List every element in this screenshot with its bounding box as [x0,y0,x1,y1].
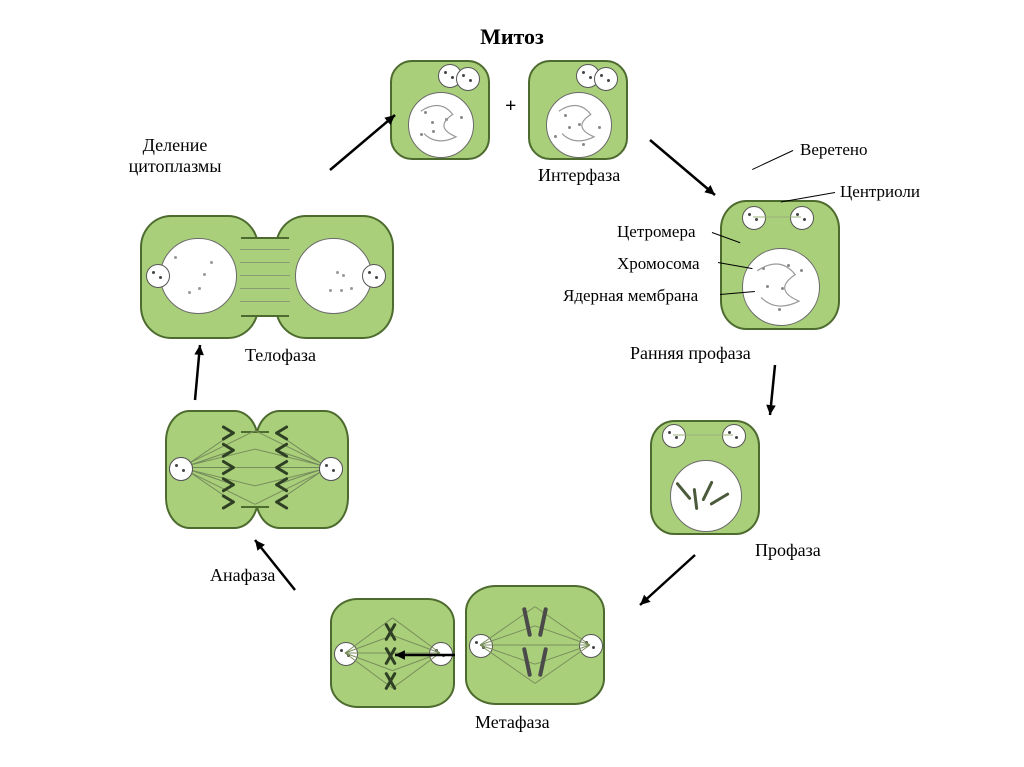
phase-label-anaphase: Анафаза [210,565,275,586]
flow-arrow [183,333,212,412]
diagram-title: Митоз [0,24,1024,50]
annotation-nuclear_membrane: Ядерная мембрана [563,286,698,306]
annotation-chromosome: Хромосома [617,254,700,274]
phase-label-prophase: Профаза [755,540,821,561]
annotation-spindle: Веретено [800,140,868,160]
mitosis-diagram: { "title": {"text":"Митоз","fontsize":22… [0,0,1024,767]
flow-arrow [638,128,727,207]
phase-label-telophase: Телофаза [245,345,316,366]
flow-arrow [383,643,467,667]
annotation-centromere: Цетромера [617,222,695,242]
flow-arrow [628,543,707,617]
cell-metaphase [465,585,605,705]
cell-prophase [650,420,760,535]
phase-label-cytokinesis: Делениецитоплазмы [129,135,222,177]
leader-line [752,150,793,170]
phase-label-early_prophase: Ранняя профаза [630,343,751,364]
plus-sign: + [505,95,516,118]
flow-arrow [318,103,407,182]
cell-anaphase [165,410,345,525]
flow-arrow [758,353,787,427]
annotation-centrioles: Центриоли [840,182,920,202]
cell-interphase2 [528,60,628,160]
phase-label-interphase: Интерфаза [538,165,620,186]
phase-label-metaphase: Метафаза [475,712,550,733]
cell-telophase [140,215,390,335]
